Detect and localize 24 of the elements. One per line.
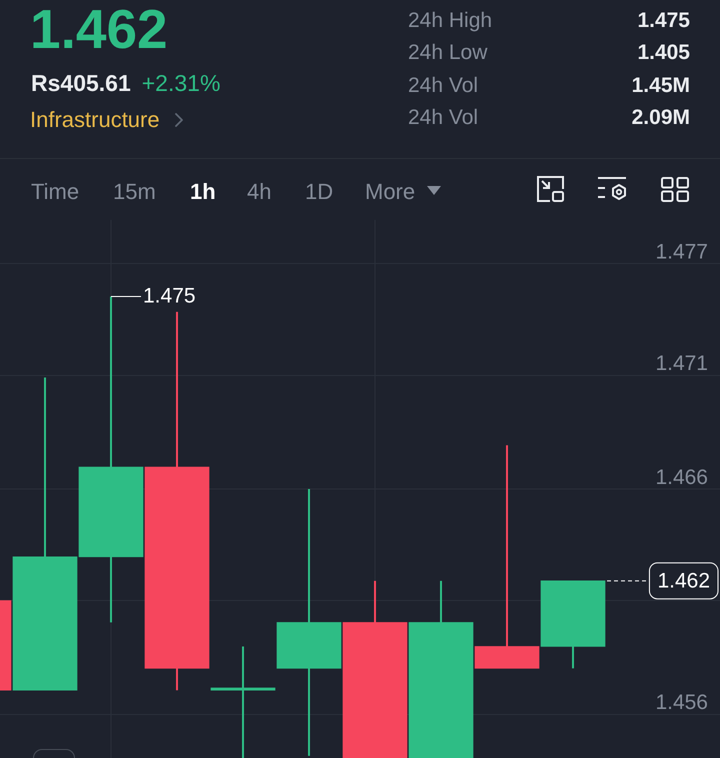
text: 24h Low [408, 40, 488, 66]
text: Time [31, 179, 80, 205]
y-tick-label: 1.466 [655, 466, 708, 489]
text: 1.45M [632, 73, 690, 99]
y-tick-label: 1.471 [655, 352, 708, 376]
text: 24h Vol [408, 73, 478, 99]
chart-title: 1.462 [30, 0, 168, 60]
text: 15m [113, 179, 156, 205]
text: 1D [305, 179, 334, 205]
text: Rs405.61 [31, 70, 131, 96]
text: 4h [247, 179, 272, 205]
ref-line-label: 1.462 [657, 570, 710, 593]
text: 2.09M [632, 105, 690, 131]
annotation: 1.475 [143, 284, 196, 308]
text: More [365, 179, 416, 205]
text: 1.475 [637, 8, 690, 34]
text: 24h Vol [408, 105, 478, 131]
text: 1h [190, 179, 216, 205]
text: 24h High [408, 8, 492, 34]
text: Infrastructure [30, 107, 160, 133]
text: 1.405 [637, 40, 690, 66]
y-tick-label: 1.456 [655, 691, 708, 714]
y-tick-label: 1.477 [655, 240, 708, 264]
text: +2.31% [142, 70, 220, 96]
